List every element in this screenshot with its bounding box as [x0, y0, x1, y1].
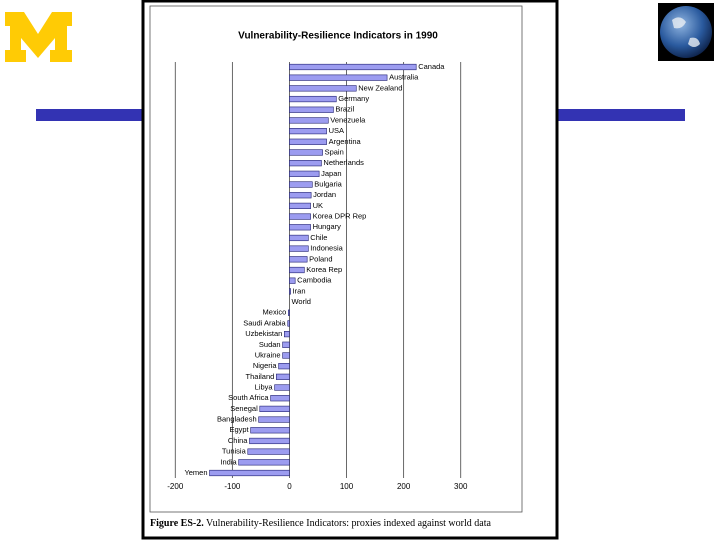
category-label: Netherlands	[323, 158, 364, 167]
x-tick-label: 100	[340, 482, 354, 491]
bar	[289, 128, 327, 135]
bar	[278, 363, 290, 370]
category-label: India	[220, 457, 237, 466]
figure-caption: Figure ES-2. Vulnerability-Resilience In…	[150, 518, 491, 529]
caption-label: Figure ES-2.	[150, 518, 204, 529]
bar	[247, 448, 290, 455]
x-tick-label: 300	[454, 482, 468, 491]
bar	[289, 202, 311, 209]
bar	[289, 149, 323, 156]
category-label: Cambodia	[297, 276, 332, 285]
x-tick-label: 200	[397, 482, 411, 491]
category-label: Bangladesh	[217, 415, 257, 424]
category-label: Germany	[338, 94, 369, 103]
bar	[289, 245, 309, 252]
category-label: Thailand	[246, 372, 275, 381]
bar	[289, 74, 388, 81]
category-label: UK	[313, 201, 323, 210]
bar	[289, 224, 311, 231]
category-label: China	[228, 436, 248, 445]
category-label: Senegal	[230, 404, 258, 413]
bar	[249, 437, 290, 445]
category-label: Yemen	[184, 468, 207, 477]
category-label: Saudi Arabia	[243, 318, 286, 327]
category-label: Tunisia	[222, 447, 247, 456]
earth-image	[660, 6, 712, 58]
category-label: Argentina	[329, 137, 362, 146]
category-label: Chile	[310, 233, 327, 242]
chart-title: Vulnerability-Resilience Indicators in 1…	[238, 31, 438, 42]
bar	[282, 352, 290, 359]
chart-frame	[149, 5, 523, 513]
category-label: Sudan	[259, 340, 281, 349]
bar	[289, 213, 311, 220]
caption-text: Vulnerability-Resilience Indicators: pro…	[206, 518, 491, 529]
bar	[289, 85, 357, 92]
bar	[284, 331, 290, 338]
category-label: New Zealand	[358, 83, 402, 92]
bar	[289, 288, 291, 295]
bar	[289, 160, 322, 167]
category-label: Jordan	[313, 190, 336, 199]
earth-clouds	[672, 17, 700, 47]
category-label: Canada	[418, 62, 445, 71]
category-label: Libya	[255, 383, 274, 392]
category-label: Indonesia	[310, 244, 343, 253]
bar	[282, 341, 290, 348]
bar	[289, 256, 308, 263]
category-label: World	[291, 297, 310, 306]
bar	[209, 469, 290, 477]
category-label: USA	[329, 126, 344, 135]
bar	[288, 309, 290, 316]
bar	[259, 405, 290, 412]
category-label: Uzbekistan	[245, 329, 282, 338]
bar	[270, 395, 290, 402]
bar	[287, 320, 290, 327]
category-label: Spain	[325, 147, 344, 156]
x-tick-label: 0	[287, 482, 292, 491]
category-label: Egypt	[229, 425, 249, 434]
bar	[258, 416, 290, 423]
bar	[289, 138, 327, 145]
bar	[289, 63, 417, 71]
category-label: Japan	[321, 169, 341, 178]
category-label: Korea Rep	[306, 265, 342, 274]
category-label: Nigeria	[253, 361, 278, 370]
category-label: Bulgaria	[314, 180, 342, 189]
bar	[274, 384, 290, 391]
university-logo	[5, 12, 72, 62]
category-label: Venezuela	[330, 115, 366, 124]
bar	[289, 266, 305, 274]
bar	[289, 234, 309, 242]
category-label: Australia	[389, 73, 419, 82]
category-label: Iran	[293, 286, 306, 295]
bar	[289, 170, 320, 177]
bar	[276, 373, 290, 380]
bar	[289, 181, 313, 188]
x-tick-label: -200	[167, 482, 184, 491]
bar	[289, 95, 337, 103]
bar	[289, 106, 334, 113]
bar	[289, 277, 296, 284]
category-label: Korea DPR Rep	[313, 212, 367, 221]
category-label: Brazil	[335, 105, 354, 114]
category-label: Ukraine	[255, 350, 281, 359]
category-label: Mexico	[263, 308, 287, 317]
x-tick-label: -100	[224, 482, 241, 491]
bar	[250, 427, 290, 434]
bar	[289, 117, 329, 124]
bar	[289, 192, 312, 199]
category-label: Poland	[309, 254, 332, 263]
category-label: South Africa	[228, 393, 269, 402]
bar	[238, 459, 290, 466]
category-label: Hungary	[313, 222, 342, 231]
figure-page	[141, 0, 559, 540]
